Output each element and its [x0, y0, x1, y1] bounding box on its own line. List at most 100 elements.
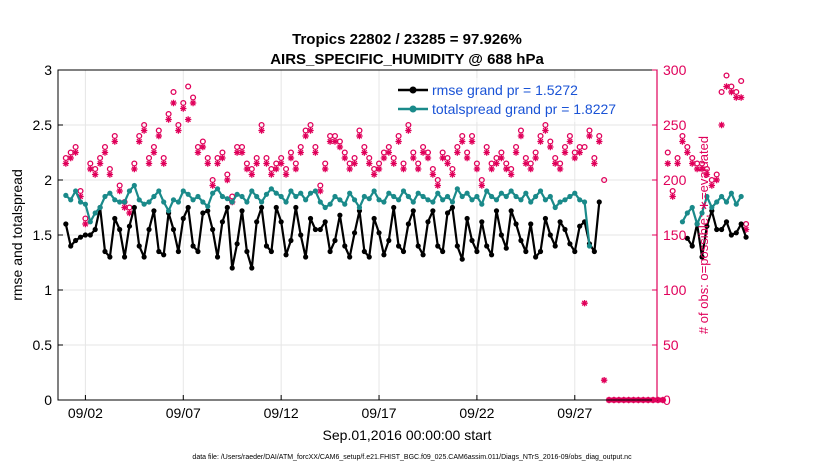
y-tick-label-right: 50: [663, 337, 679, 353]
series-point-rmse: [376, 230, 382, 236]
obs-evaluated-point: [258, 127, 265, 134]
series-point-totalspread: [68, 197, 74, 203]
series-point-totalspread: [307, 190, 314, 196]
series-point-rmse: [312, 226, 319, 233]
series-point-rmse: [351, 230, 358, 236]
series-point-rmse: [278, 219, 284, 225]
series-point-totalspread: [249, 188, 255, 194]
obs-evaluated-point: [326, 138, 334, 145]
obs-evaluated-point: [405, 127, 412, 134]
obs-evaluated-point: [214, 160, 221, 167]
obs-evaluated-point: [180, 105, 187, 112]
series-point-totalspread: [234, 191, 240, 197]
series-point-rmse: [303, 254, 309, 260]
obs-evaluated-point: [136, 138, 143, 145]
obs-evaluated-point: [444, 160, 451, 167]
obs-evaluated-point: [488, 165, 495, 173]
series-point-totalspread: [200, 199, 206, 205]
series-point-rmse: [112, 215, 118, 222]
series-point-totalspread: [508, 188, 514, 194]
series-point-totalspread: [503, 193, 509, 200]
series-point-rmse: [454, 243, 460, 249]
series-point-totalspread: [77, 199, 84, 205]
series-point-rmse: [190, 243, 196, 249]
series-point-totalspread: [317, 199, 323, 205]
y-axis-label-left: rmse and totalspread: [9, 169, 25, 301]
series-point-totalspread: [131, 182, 137, 189]
y-tick-label-left: 2: [44, 172, 52, 188]
obs-possible-point: [170, 88, 177, 96]
y-tick-label-left: 1: [44, 282, 52, 298]
series-point-totalspread: [425, 197, 431, 203]
obs-evaluated-point: [370, 171, 378, 178]
series-point-totalspread: [547, 193, 553, 200]
obs-evaluated-point: [366, 160, 373, 167]
obs-evaluated-point: [478, 182, 486, 189]
series-point-rmse: [704, 223, 710, 229]
series-point-rmse: [68, 243, 74, 249]
series-point-rmse: [523, 248, 529, 255]
series-point-rmse: [273, 204, 279, 211]
obs-evaluated-point: [674, 160, 681, 167]
series-point-totalspread: [170, 197, 177, 203]
data-file-footnote: data file: /Users/raeder/DAI/ATM_forcXX/…: [192, 454, 632, 461]
y-tick-label-right: 150: [663, 227, 687, 243]
series-point-totalspread: [572, 190, 578, 196]
series-point-rmse: [493, 208, 500, 214]
series-point-rmse: [557, 219, 563, 225]
series-point-totalspread: [161, 199, 167, 205]
series-point-rmse: [249, 265, 255, 271]
obs-evaluated-point: [116, 187, 123, 195]
obs-evaluated-point: [684, 149, 691, 156]
series-point-rmse: [381, 252, 387, 258]
obs-evaluated-point: [532, 154, 539, 162]
series-point-rmse: [464, 215, 470, 222]
obs-evaluated-point: [277, 160, 285, 167]
series-point-rmse: [410, 208, 416, 214]
series-point-totalspread: [303, 197, 309, 203]
obs-evaluated-point: [351, 160, 358, 167]
obs-evaluated-point: [67, 154, 74, 162]
x-tick-label: 09/27: [557, 405, 592, 421]
series-point-rmse: [283, 252, 289, 258]
series-point-totalspread: [376, 197, 382, 203]
series-point-rmse: [518, 237, 524, 244]
obs-evaluated-point: [419, 149, 427, 156]
series-point-totalspread: [268, 186, 274, 192]
obs-evaluated-point: [292, 165, 300, 173]
obs-evaluated-point: [454, 149, 461, 156]
obs-evaluated-point: [468, 138, 476, 145]
series-point-rmse: [77, 234, 84, 240]
series-point-rmse: [82, 232, 89, 238]
series-point-totalspread: [454, 186, 460, 192]
series-point-rmse: [258, 204, 265, 211]
obs-evaluated-point: [317, 187, 324, 195]
obs-evaluated-point: [253, 160, 260, 167]
series-point-totalspread: [581, 199, 588, 205]
obs-evaluated-point: [449, 171, 456, 178]
obs-evaluated-point: [654, 396, 662, 404]
series-point-rmse: [210, 226, 216, 233]
obs-evaluated-point: [537, 138, 544, 145]
obs-evaluated-point: [669, 193, 676, 200]
series-point-totalspread: [107, 190, 113, 196]
series-point-rmse: [288, 237, 294, 244]
series-point-rmse: [107, 254, 113, 260]
series-point-rmse: [371, 215, 377, 222]
obs-evaluated-point: [77, 193, 84, 200]
series-point-rmse: [391, 204, 397, 211]
obs-evaluated-point: [106, 171, 114, 178]
obs-evaluated-point: [737, 94, 745, 101]
obs-evaluated-point: [566, 138, 574, 145]
obs-layer: [62, 72, 750, 404]
obs-evaluated-point: [121, 204, 128, 211]
series-point-totalspread: [723, 199, 730, 205]
series-point-rmse: [733, 230, 739, 236]
x-tick-label: 09/12: [264, 405, 299, 421]
series-point-totalspread: [533, 193, 539, 200]
series-layer: [63, 182, 749, 271]
series-point-totalspread: [156, 188, 162, 194]
series-point-rmse: [268, 248, 274, 255]
series-point-rmse: [219, 219, 226, 225]
obs-evaluated-point: [395, 138, 402, 145]
